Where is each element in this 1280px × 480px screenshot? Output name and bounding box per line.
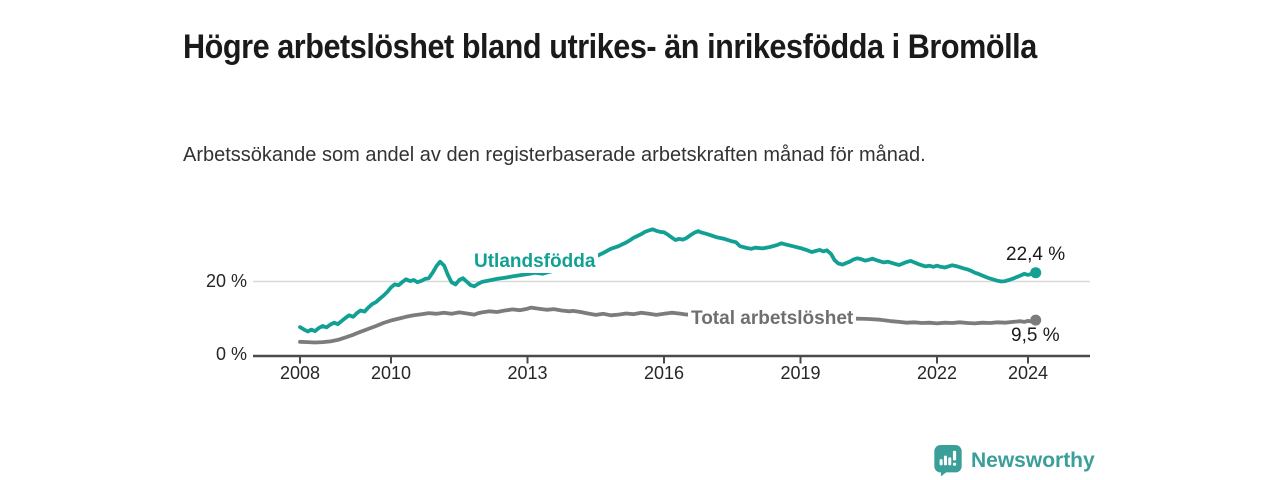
x-tick-label: 2016 bbox=[643, 363, 685, 383]
x-tick-label: 2024 bbox=[1007, 363, 1049, 383]
utlandsfodda-line bbox=[298, 227, 1038, 334]
x-axis-ticks bbox=[299, 356, 1029, 364]
x-tick-label: 2013 bbox=[507, 363, 548, 383]
newsworthy-logo-text: Newsworthy bbox=[971, 448, 1095, 472]
page-title: Högre arbetslöshet bland utrikes- än inr… bbox=[183, 27, 1037, 66]
chart-subtitle: Arbetssökande som andel av den registerb… bbox=[183, 144, 926, 166]
newsworthy-logo[interactable]: Newsworthy bbox=[933, 444, 1095, 477]
x-tick-label: 2019 bbox=[780, 363, 821, 383]
total-end-dot bbox=[1030, 314, 1042, 326]
end-value-total: 9,5 % bbox=[1011, 325, 1060, 346]
newsworthy-logo-icon bbox=[934, 445, 962, 477]
x-tick-label: 2010 bbox=[370, 363, 412, 383]
x-tick-label: 2008 bbox=[279, 363, 321, 383]
utlandsfodda-end-dot bbox=[1030, 267, 1042, 279]
series-label-utlandsfodda: Utlandsfödda bbox=[471, 251, 599, 273]
x-tick-label: 2022 bbox=[916, 363, 958, 383]
total-arbetsloshet-line bbox=[298, 305, 1038, 345]
end-value-utlandsfodda: 22,4 % bbox=[1006, 244, 1066, 265]
y-tick-label-20: 20 % bbox=[205, 271, 247, 291]
y-tick-label-0: 0 % bbox=[215, 344, 247, 364]
series-label-total: Total arbetslöshet bbox=[688, 308, 857, 330]
